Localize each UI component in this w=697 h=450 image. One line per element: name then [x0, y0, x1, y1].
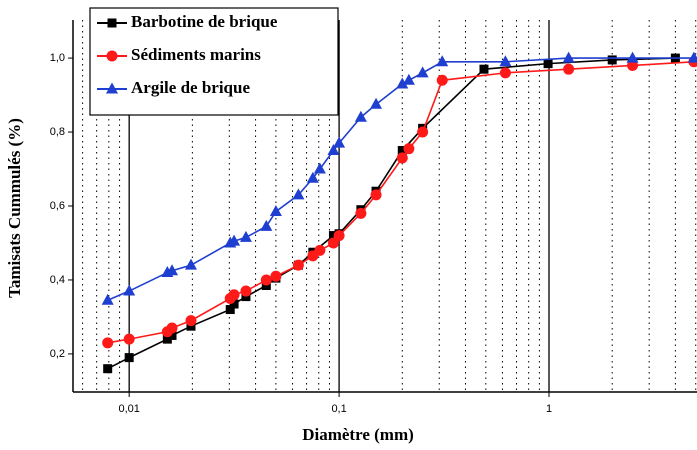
- marker: [228, 289, 240, 301]
- marker: [402, 73, 415, 85]
- legend: Barbotine de brique Sédiments marins Argil…: [89, 7, 339, 116]
- marker: [239, 230, 252, 242]
- marker: [354, 110, 367, 122]
- marker: [396, 152, 408, 164]
- x-tick-label: 0,1: [331, 403, 346, 415]
- marker: [397, 146, 407, 156]
- marker: [292, 259, 304, 271]
- series-line: [107, 57, 676, 370]
- marker: [499, 55, 512, 67]
- y-tick-label: 1,0: [50, 52, 65, 64]
- marker: [370, 97, 383, 109]
- marker: [228, 234, 241, 246]
- marker: [333, 136, 346, 148]
- y-tick-label: 0,8: [50, 126, 65, 138]
- legend-box: [89, 7, 339, 116]
- marker: [436, 55, 449, 67]
- marker: [166, 322, 178, 334]
- marker: [240, 285, 252, 297]
- marker: [229, 299, 239, 309]
- marker: [626, 51, 639, 63]
- marker: [261, 281, 271, 291]
- marker: [260, 274, 272, 286]
- legend-label: Argile de brique: [131, 78, 250, 97]
- marker: [167, 330, 177, 340]
- marker: [292, 188, 305, 200]
- x-tick-label: 0,01: [118, 403, 139, 415]
- marker: [260, 219, 273, 231]
- marker: [403, 143, 415, 155]
- marker: [269, 205, 282, 217]
- plot-area: [101, 51, 697, 374]
- x-tick-label: 1: [546, 403, 552, 415]
- marker: [562, 51, 575, 63]
- marker: [241, 292, 251, 302]
- marker: [328, 231, 338, 241]
- marker: [417, 126, 429, 138]
- marker: [627, 59, 639, 71]
- marker: [102, 337, 114, 349]
- y-tick-label: 0,2: [50, 348, 65, 360]
- marker: [270, 270, 282, 282]
- marker: [396, 77, 409, 89]
- legend-label: Barbotine de brique: [131, 12, 278, 31]
- marker: [355, 207, 367, 219]
- marker: [313, 162, 326, 174]
- marker: [107, 18, 117, 28]
- marker: [333, 230, 345, 242]
- axes: 0,01 0,1 1 0,2 0,4 0,6 0,8 1,0: [50, 52, 552, 415]
- marker: [123, 333, 135, 345]
- marker: [499, 67, 511, 79]
- marker: [103, 364, 113, 374]
- legend-label: Sédiments marins: [131, 45, 261, 64]
- marker: [186, 321, 196, 331]
- x-axis-title: Diamètre (mm): [302, 425, 414, 444]
- marker: [543, 59, 553, 69]
- marker: [101, 293, 114, 305]
- y-tick-label: 0,4: [50, 274, 65, 286]
- marker: [479, 64, 489, 74]
- marker: [436, 74, 448, 86]
- marker: [184, 258, 197, 270]
- marker: [607, 55, 617, 65]
- marker: [225, 305, 235, 315]
- marker: [106, 50, 118, 62]
- marker: [162, 334, 172, 344]
- marker: [106, 82, 118, 94]
- marker: [123, 284, 136, 296]
- marker: [416, 66, 429, 78]
- marker: [687, 51, 697, 63]
- marker: [327, 144, 340, 156]
- marker: [166, 264, 179, 276]
- marker: [370, 189, 382, 201]
- y-tick-label: 0,6: [50, 200, 65, 212]
- marker: [124, 353, 134, 363]
- marker: [563, 63, 575, 75]
- marker: [314, 244, 326, 256]
- marker: [306, 171, 319, 183]
- y-axis-title: Tamisats Cummulés (%): [5, 118, 24, 298]
- marker: [185, 315, 197, 327]
